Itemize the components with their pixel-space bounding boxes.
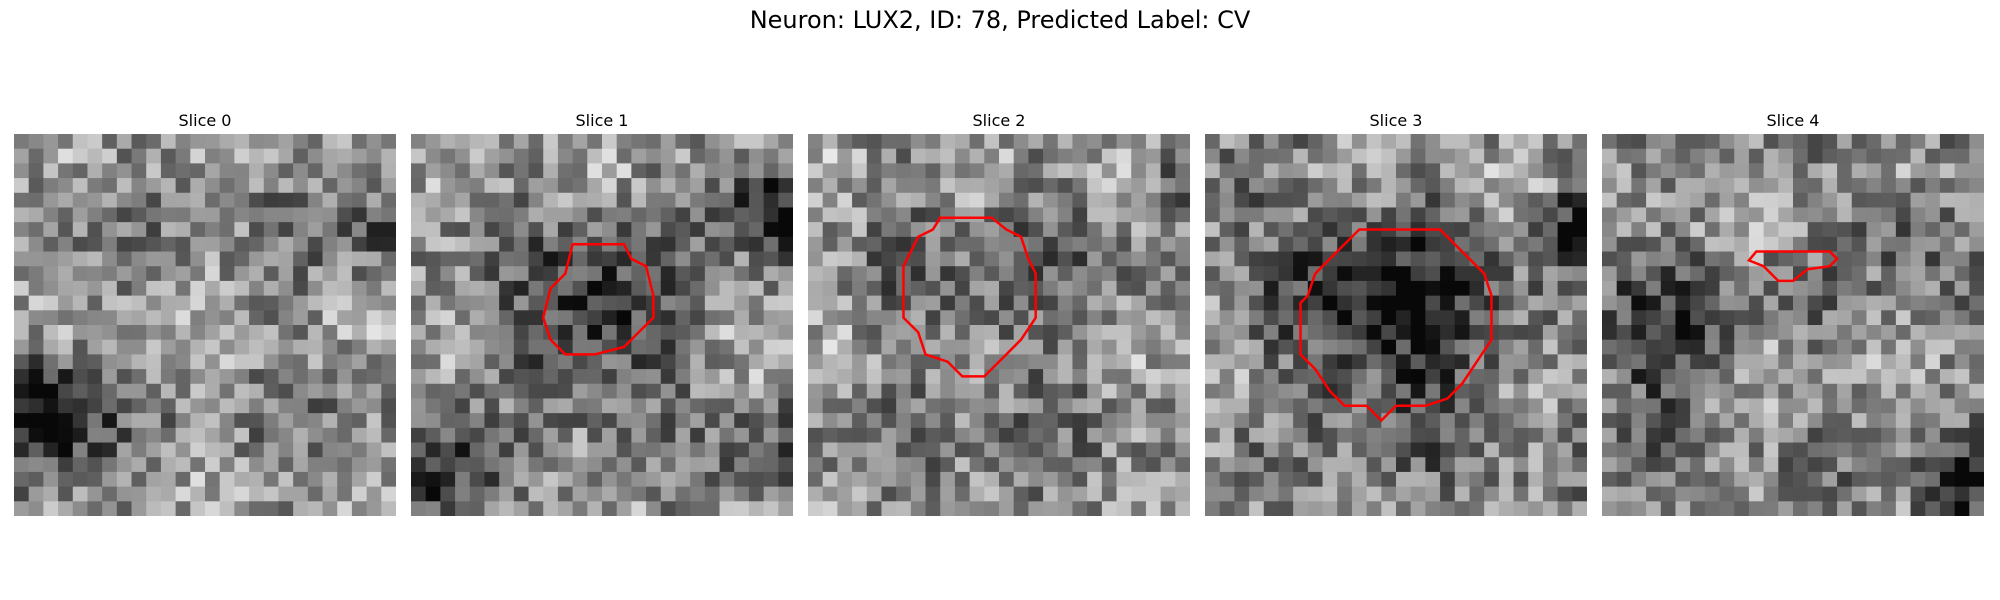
slice-image — [14, 134, 396, 516]
slice-panel-3: Slice 3 — [1205, 110, 1587, 516]
slice-title: Slice 1 — [575, 111, 629, 130]
slice-panel-1: Slice 1 — [411, 110, 793, 516]
slice-image — [1602, 134, 1984, 516]
segmentation-contour — [1746, 250, 1839, 283]
slice-title: Slice 4 — [1766, 111, 1820, 130]
figure-title: Neuron: LUX2, ID: 78, Predicted Label: C… — [749, 6, 1251, 34]
slice-image — [411, 134, 793, 516]
slice-panel-0: Slice 0 — [14, 110, 396, 516]
slice-title: Slice 0 — [178, 111, 232, 130]
slice-panel-2: Slice 2 — [808, 110, 1190, 516]
segmentation-contour — [902, 216, 1037, 378]
segmentation-contour — [1299, 228, 1493, 423]
slice-title: Slice 3 — [1369, 111, 1423, 130]
slice-image — [1205, 134, 1587, 516]
slice-image — [808, 134, 1190, 516]
slice-title: Slice 2 — [972, 111, 1026, 130]
slice-panel-4: Slice 4 — [1602, 110, 1984, 516]
segmentation-contour — [541, 242, 655, 356]
